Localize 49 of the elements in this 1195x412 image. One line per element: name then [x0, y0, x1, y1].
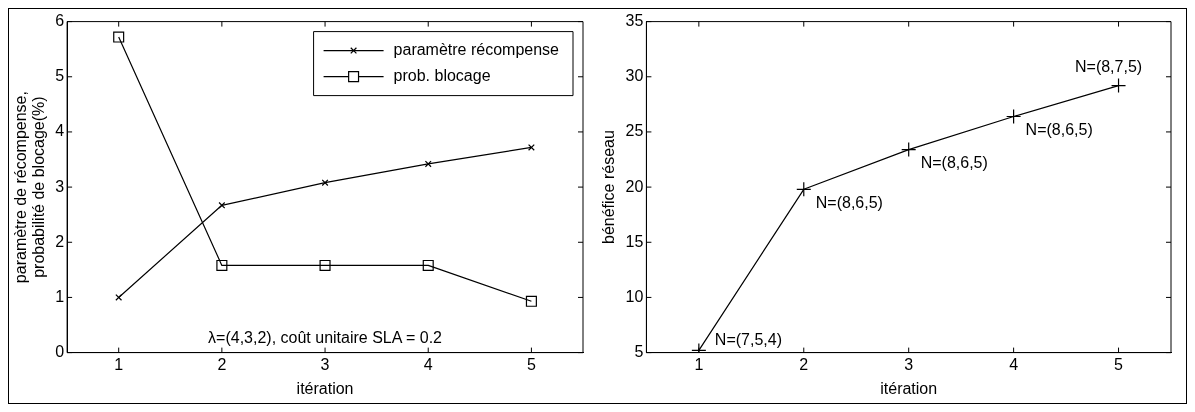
y-tick-label: 15	[625, 232, 644, 250]
x-tick-label: 1	[114, 355, 124, 373]
point	[113, 31, 125, 43]
point	[796, 181, 812, 197]
point	[901, 141, 917, 158]
point	[525, 295, 537, 307]
y-axis-title: bénéfice réseau	[600, 130, 618, 245]
y-tick-label: 0	[55, 343, 65, 361]
x-tick-label: 4	[1009, 355, 1019, 373]
point	[422, 259, 434, 271]
x-tick-label: 1	[694, 355, 704, 373]
y-tick-label: 10	[625, 287, 644, 305]
x-tick-label: 3	[904, 355, 914, 373]
y-tick-label: 25	[625, 122, 644, 140]
annotation: N=(8,6,5)	[920, 153, 988, 171]
x-axis-title: itération	[296, 379, 354, 397]
annotation: N=(8,7,5)	[1074, 58, 1143, 75]
point	[115, 294, 123, 301]
annotation: N=(7,5,4)	[714, 330, 782, 348]
point	[321, 179, 329, 187]
legend-label: prob. blocage	[393, 67, 491, 85]
y-tick-label: 20	[625, 177, 644, 195]
x-tick-label: 3	[320, 355, 330, 373]
point	[319, 259, 331, 271]
y-tick-label: 1	[55, 287, 65, 305]
legend-label: paramètre récompense	[393, 41, 560, 59]
y-tick-label: 30	[625, 67, 644, 85]
annotation: λ=(4,3,2), coût unitaire SLA = 0.2	[208, 329, 443, 347]
annotation: N=(8,6,5)	[815, 193, 883, 211]
point	[1006, 108, 1022, 125]
point	[216, 259, 228, 271]
point	[424, 160, 432, 168]
x-tick-label: 5	[1114, 355, 1124, 373]
x-tick-label: 2	[217, 355, 227, 373]
x-tick-label: 4	[423, 355, 433, 373]
x-axis-title: itération	[880, 379, 938, 397]
y-tick-label: 35	[625, 12, 644, 30]
point	[1110, 77, 1127, 94]
y-tick-label: 5	[55, 67, 65, 85]
y-axis-title: paramètre de récompense, probabilité de blocage(%)	[12, 91, 47, 284]
x-tick-label: 2	[799, 355, 809, 373]
y-tick-label: 2	[55, 232, 65, 250]
y-tick-label: 3	[55, 177, 65, 195]
annotation: N=(8,6,5)	[1025, 120, 1093, 138]
y-tick-label: 4	[55, 122, 65, 140]
x-tick-label: 5	[526, 355, 536, 373]
y-tick-label: 6	[55, 12, 65, 30]
point	[218, 201, 226, 209]
y-tick-label: 5	[634, 343, 644, 361]
